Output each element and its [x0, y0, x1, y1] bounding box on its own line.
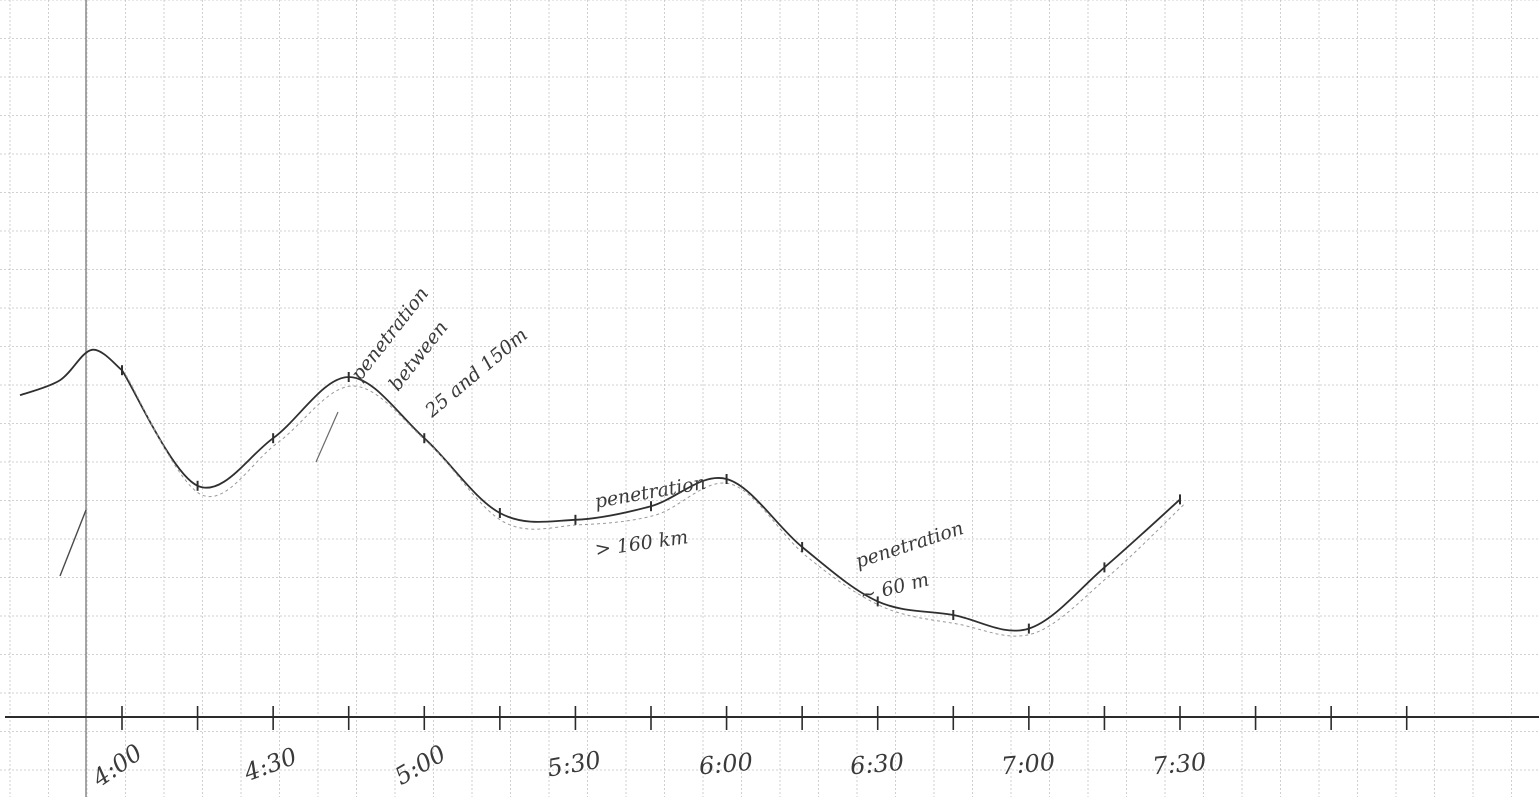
x-axis-ticks	[121, 706, 1408, 730]
x-tick-label: 7:30	[1151, 748, 1207, 781]
annotation-pointer	[315, 411, 339, 463]
start-stroke	[59, 509, 87, 577]
x-tick-label: 6:00	[698, 748, 754, 781]
x-tick-label: 6:30	[849, 748, 905, 781]
series-points	[121, 365, 1181, 634]
series-sketch-line	[125, 374, 1185, 637]
x-tick-label: 7:00	[1000, 748, 1056, 781]
series-line	[19, 348, 1181, 632]
